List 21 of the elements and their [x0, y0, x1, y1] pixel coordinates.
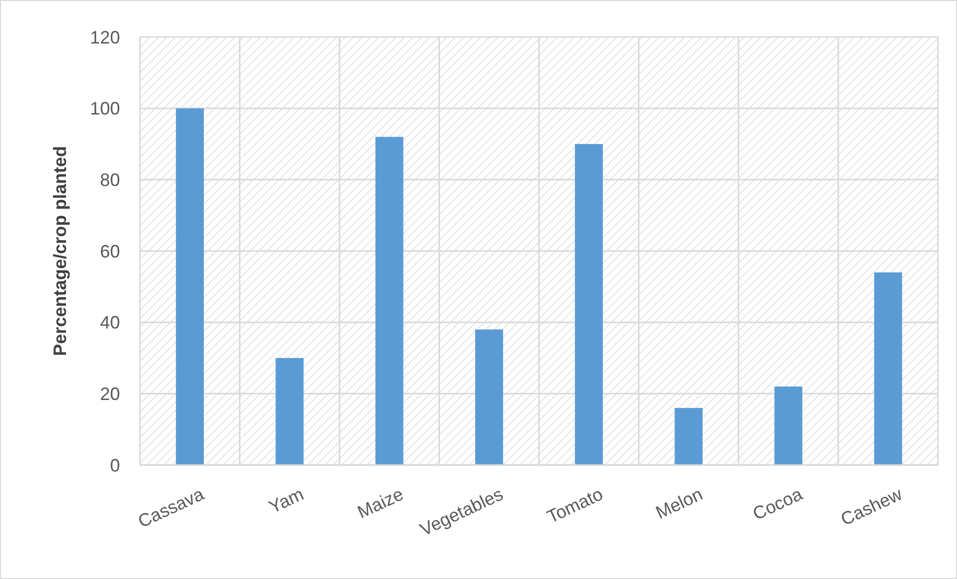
- y-tick-label: 20: [100, 384, 120, 404]
- x-tick-label: Cocoa: [750, 484, 806, 524]
- y-tick-label: 80: [100, 170, 120, 190]
- x-tick-label: Tomato: [544, 484, 606, 527]
- bar: [276, 358, 304, 465]
- y-axis-title: Percentage/crop planted: [50, 146, 70, 356]
- x-tick-label: Melon: [652, 484, 706, 523]
- y-tick-label: 100: [90, 98, 120, 119]
- bar: [176, 108, 204, 465]
- y-tick-label: 40: [100, 312, 120, 333]
- x-tick-label: Yam: [266, 484, 307, 518]
- x-tick-label: Maize: [354, 484, 406, 522]
- bar: [574, 144, 603, 465]
- bar: [475, 329, 504, 465]
- y-tick-label: 0: [110, 455, 120, 476]
- bar: [674, 408, 703, 465]
- bar: [874, 272, 902, 465]
- y-tick-label: 60: [100, 241, 120, 262]
- bar: [375, 136, 404, 465]
- bar: [774, 386, 802, 465]
- y-tick-label: 120: [90, 27, 120, 48]
